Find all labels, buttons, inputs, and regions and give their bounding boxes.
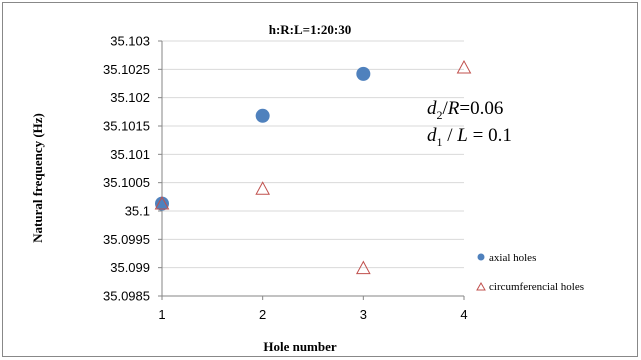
annotation-2-rest: = 0.1: [468, 125, 512, 146]
axes: [161, 41, 464, 297]
legend-label-circumferencial: circumferencial holes: [489, 281, 584, 293]
annotation-line-1: d2/R=0.06: [427, 98, 503, 122]
data-points: [154, 59, 472, 275]
y-tick-label: 35.0995: [103, 232, 150, 247]
legend: axial holes circumferencial holes: [476, 252, 584, 293]
y-tick-label: 35.1015: [103, 119, 150, 134]
circumferencial-point-3: [355, 260, 371, 275]
legend-marker-circumferencial: [476, 281, 486, 291]
y-tick-label: 35.103: [110, 34, 150, 49]
x-tick-label: 1: [158, 307, 165, 322]
annotation-line-2: d1 / L = 0.1: [427, 125, 512, 149]
y-tick-label: 35.1005: [103, 175, 150, 190]
annotation-2-over: /: [443, 125, 458, 146]
annotation-2-sub: 1: [437, 135, 443, 149]
annotation-1-over: /: [443, 98, 449, 119]
x-tick-label: 4: [460, 307, 467, 322]
annotation-1-sub: 2: [437, 108, 443, 122]
axial-point-3: [356, 66, 371, 81]
axial-point-1: [155, 196, 169, 211]
y-tick-label: 35.0985: [103, 289, 150, 304]
y-tick-label: 35.102: [110, 90, 150, 105]
chart-title: h:R:L=1:20:30: [269, 22, 352, 37]
circumferencial-point-4: [456, 59, 472, 74]
annotation-2-d: d: [427, 125, 437, 146]
legend-label-axial: axial holes: [489, 252, 536, 264]
x-axis-title: Hole number: [263, 339, 337, 354]
annotation-2-var: L: [456, 125, 468, 146]
y-tick-label: 35.101: [110, 147, 150, 162]
circumferencial-point-2: [255, 181, 271, 195]
circumferencial-point-1: [154, 195, 170, 210]
x-tick-label: 2: [259, 307, 266, 322]
x-tick-label: 3: [360, 307, 367, 322]
annotation-1-var: R: [447, 98, 460, 119]
parameter-annotation: d2/R=0.06 d1 / L = 0.1: [427, 98, 512, 149]
x-tick-labels: 1 2 3 4: [158, 307, 467, 322]
y-tick-label: 35.1: [125, 204, 150, 219]
axial-point-2: [255, 108, 270, 123]
annotation-1-d: d: [427, 98, 437, 119]
chart-frame: 35.103 35.1025 35.102 35.1015 35.101 35.1005 3…: [2, 2, 638, 357]
y-tick-labels: 35.103 35.1025 35.102 35.1015 35.101 35.1005 3…: [103, 34, 150, 304]
chart-svg: 35.103 35.1025 35.102 35.1015 35.101 35.1005 3…: [30, 22, 584, 354]
gridlines: [158, 40, 465, 300]
annotation-1-rest: =0.06: [459, 98, 503, 119]
legend-marker-axial: [477, 253, 485, 261]
y-tick-label: 35.1025: [103, 62, 150, 77]
y-axis-title: Natural frequency (Hz): [30, 113, 45, 243]
y-tick-label: 35.099: [110, 260, 150, 275]
